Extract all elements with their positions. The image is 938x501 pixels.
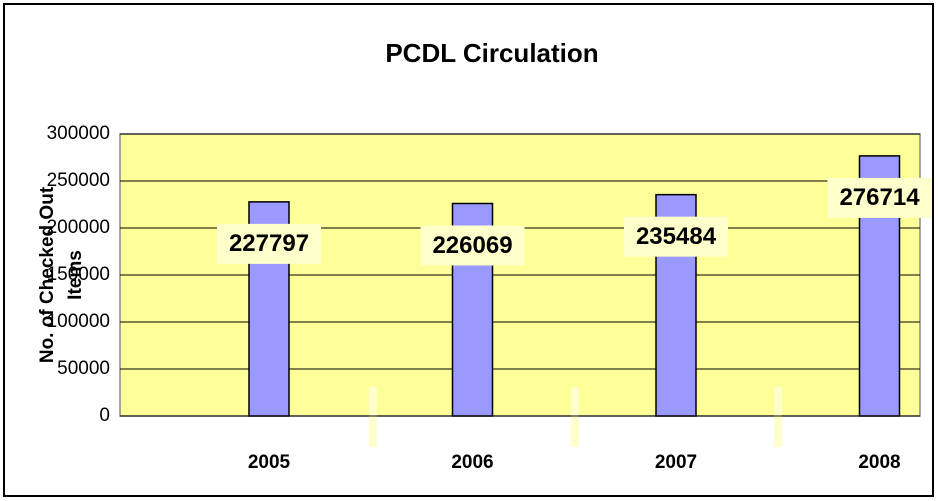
separator [369,387,377,447]
separator [774,387,782,447]
y-tick-label: 150000 [47,264,110,285]
data-label-box [624,216,728,257]
separator [571,387,579,447]
x-tick-label: 2005 [248,452,291,473]
y-tick-label: 300000 [47,123,110,144]
data-label: 276714 [839,184,920,211]
y-tick-label: 50000 [57,358,110,379]
x-tick-label: 2007 [655,452,697,473]
y-tick-label: 0 [99,405,110,426]
y-tick-label: 200000 [47,217,110,238]
chart-title: PCDL Circulation [385,38,598,68]
y-tick-label: 250000 [47,170,110,191]
y-axis-label: No. of Checked Out Items [37,186,86,363]
x-tick-label: 2008 [858,452,900,473]
data-label-box [827,177,932,218]
data-label-box [420,225,525,266]
data-label-box [217,223,321,264]
data-label: 235484 [636,223,717,250]
data-label: 226069 [432,232,512,259]
data-label: 227797 [229,230,309,257]
y-tick-label: 100000 [47,311,110,332]
x-tick-label: 2006 [451,452,493,473]
